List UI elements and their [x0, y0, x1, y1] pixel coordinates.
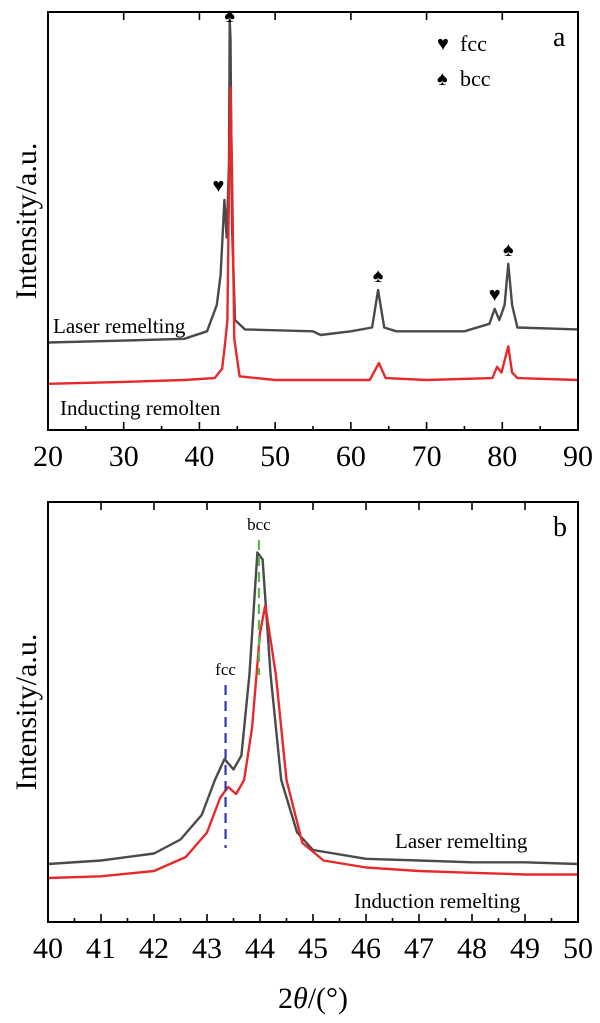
panel-b-x-tick-label: 47: [404, 932, 434, 965]
panel-a-series-label-laser: Laser remelting: [53, 314, 186, 338]
panel-b-x-tick-label: 43: [192, 932, 222, 965]
peak-marker-fcc: ♥: [489, 284, 501, 306]
panel-b-y-axis-label: Intensity/a.u.: [10, 634, 43, 791]
panel-b-letter: b: [553, 512, 567, 543]
peak-marker-fcc: ♥: [212, 175, 224, 197]
panel-a-series-label-inducting: Inducting remolten: [60, 396, 221, 420]
panel-b: fcc bcc 40 41 42 43 44 45 46 47 48 49 50 Intensity/…: [10, 501, 593, 1015]
panel-b-x-tick-label: 46: [351, 932, 381, 965]
panel-b-x-tick-label: 45: [298, 932, 328, 965]
panel-b-x-tick-label: 44: [245, 932, 275, 965]
panel-a-x-tick-label: 50: [260, 440, 290, 473]
panel-b-series-line-0: [47, 551, 579, 866]
panel-a-x-tick-label: 80: [487, 440, 517, 473]
panel-a-y-axis-label: Intensity/a.u.: [10, 143, 43, 300]
panel-a-legend: ♥ fcc ♠ bcc: [437, 31, 491, 91]
panel-a-x-ticks: 20 30 40 50 60 70 80 90: [33, 12, 593, 473]
panel-b-x-axis-label: 2θ/(°): [278, 982, 348, 1015]
panel-a-series-line-0: [47, 18, 579, 344]
panel-b-x-tick-label: 48: [457, 932, 487, 965]
panel-b-x-tick-label: 40: [33, 932, 63, 965]
panel-a-x-tick-label: 60: [336, 440, 366, 473]
panel-b-x-tick-label: 42: [139, 932, 169, 965]
panel-b-x-tick-label: 50: [563, 932, 593, 965]
panel-a-x-tick-label: 70: [412, 440, 442, 473]
reference-label-bcc: bcc: [247, 515, 271, 534]
panel-a-x-tick-label: 90: [563, 440, 593, 473]
panel-b-x-tick-label: 41: [86, 932, 116, 965]
legend-bcc-label: bcc: [460, 66, 491, 91]
panel-b-plot-area: [47, 551, 579, 880]
peak-marker-bcc: ♠: [503, 239, 514, 261]
panel-b-series-label-induction: Induction remelting: [354, 889, 521, 913]
panel-b-reference-lines: fcc bcc: [215, 515, 271, 848]
panel-a-plot-area: [47, 18, 579, 385]
panel-b-series-label-laser: Laser remelting: [395, 829, 528, 853]
peak-marker-bcc: ♠: [224, 5, 235, 27]
legend-fcc-label: fcc: [460, 31, 487, 56]
panel-a-peak-markers: ♥ ♠ ♠ ♥ ♠: [212, 5, 514, 306]
peak-marker-bcc: ♠: [373, 265, 384, 287]
panel-b-x-tick-label: 49: [510, 932, 540, 965]
reference-label-fcc: fcc: [215, 660, 236, 679]
panel-a-letter: a: [553, 22, 566, 53]
panel-b-frame: [47, 501, 579, 923]
panel-a-x-tick-label: 20: [33, 440, 63, 473]
panel-a-series-line-1: [47, 86, 579, 385]
panel-a-x-tick-label: 30: [109, 440, 139, 473]
panel-a-x-tick-label: 40: [184, 440, 214, 473]
legend-fcc-symbol: ♥: [437, 33, 449, 55]
panel-b-x-ticks: 40 41 42 43 44 45 46 47 48 49 50: [33, 502, 593, 965]
panel-a: 20 30 40 50 60 70 80 90 Intensity/a.u. a ♥ fcc …: [10, 5, 593, 473]
panel-b-series-line-1: [47, 603, 578, 880]
legend-bcc-symbol: ♠: [437, 68, 448, 90]
